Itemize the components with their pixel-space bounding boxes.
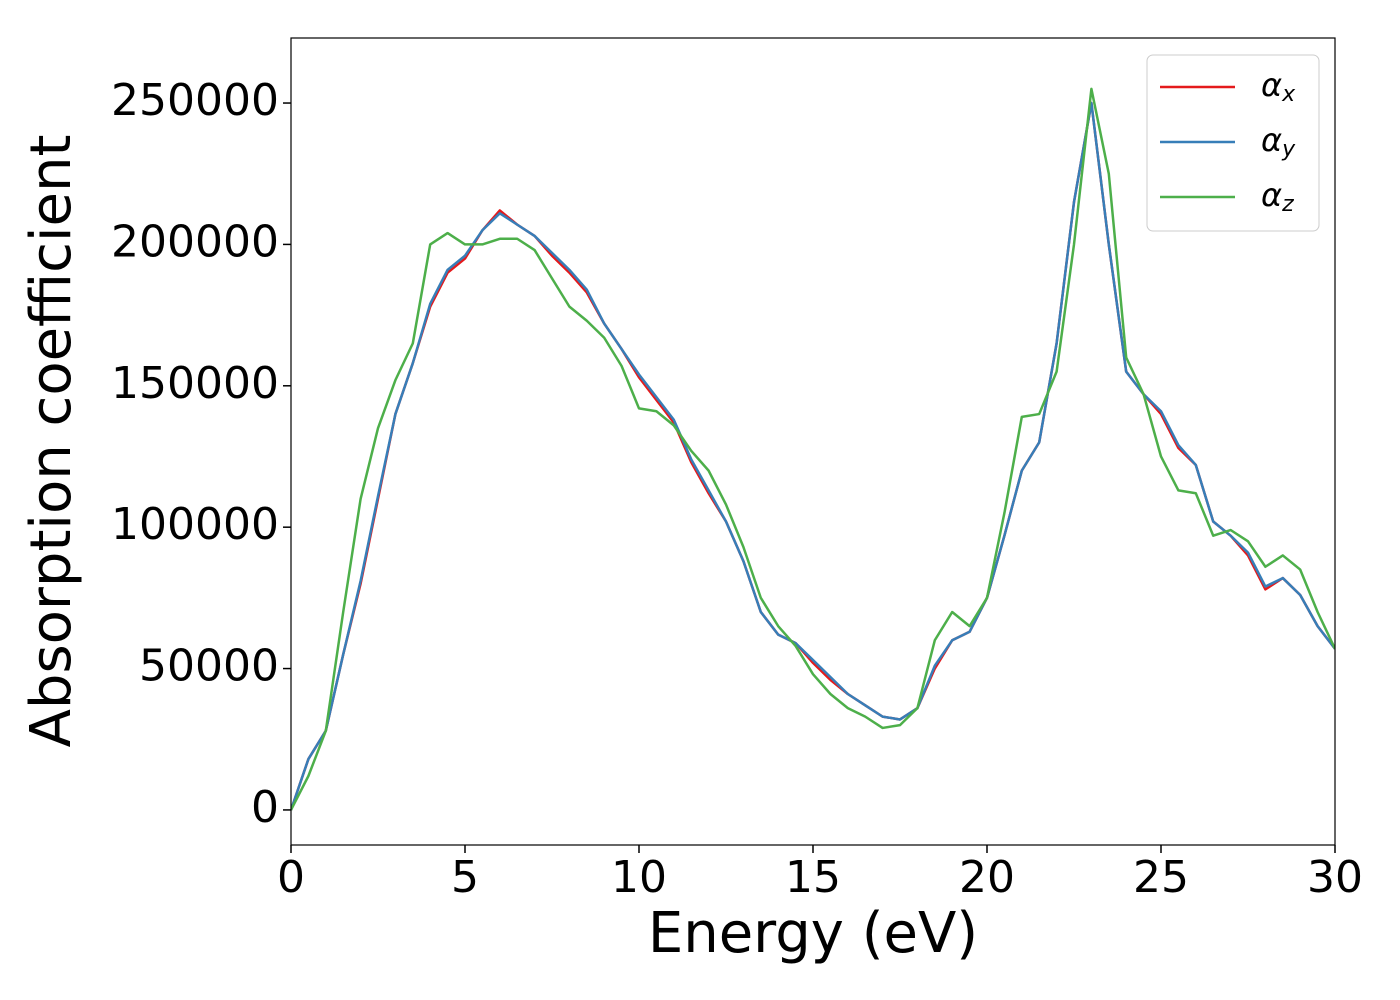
- x-tick-label: 25: [1133, 852, 1189, 903]
- series-line: [291, 101, 1335, 811]
- series-line: [291, 101, 1335, 811]
- y-tick-label: 100000: [111, 499, 279, 550]
- x-tick-label: 5: [451, 852, 479, 903]
- legend-label: αy: [1261, 121, 1296, 162]
- y-tick-label: 50000: [139, 641, 279, 692]
- legend-label: αz: [1261, 176, 1294, 217]
- plot-frame: [290, 37, 1336, 846]
- y-tick-label: 0: [251, 782, 279, 833]
- x-tick-label: 30: [1307, 852, 1363, 903]
- x-tick-label: 0: [277, 852, 305, 903]
- series-line: [291, 87, 1335, 811]
- y-tick-label: 200000: [111, 216, 279, 267]
- x-tick-label: 10: [611, 852, 667, 903]
- legend-label: αx: [1261, 66, 1296, 107]
- y-axis-label: Absorption coefficient: [19, 135, 84, 748]
- x-tick-label: 15: [785, 852, 841, 903]
- x-axis-label: Energy (eV): [648, 901, 978, 966]
- y-tick-label: 250000: [111, 75, 279, 126]
- x-tick-label: 20: [959, 852, 1015, 903]
- y-tick-label: 150000: [111, 358, 279, 409]
